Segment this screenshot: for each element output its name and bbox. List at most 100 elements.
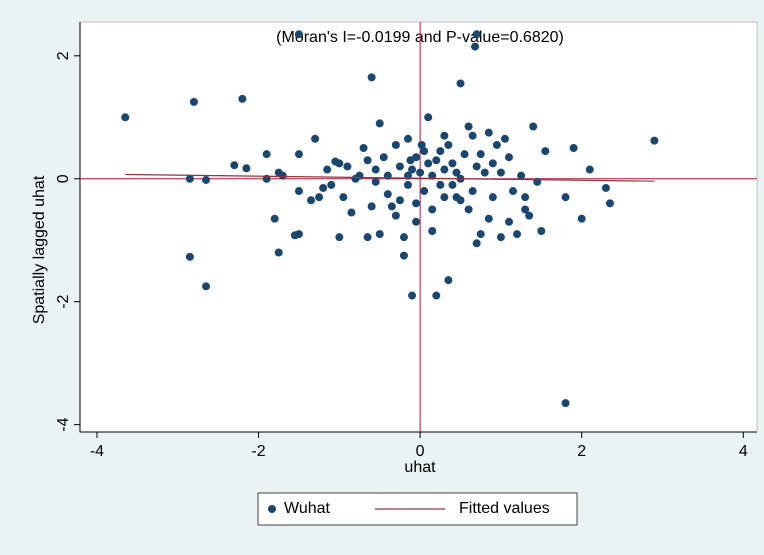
point [488, 193, 497, 202]
point [359, 144, 368, 153]
point [294, 150, 303, 159]
point [417, 140, 426, 149]
point [294, 30, 303, 39]
point [504, 217, 513, 226]
point [525, 211, 534, 220]
point [521, 193, 530, 202]
point [440, 193, 449, 202]
point [456, 196, 465, 205]
point [335, 159, 344, 168]
point [311, 134, 320, 143]
point [335, 233, 344, 242]
point [379, 153, 388, 162]
point [371, 177, 380, 186]
point [504, 153, 513, 162]
point [541, 147, 550, 156]
point [371, 165, 380, 174]
point [440, 131, 449, 140]
point [484, 128, 493, 137]
point [416, 168, 425, 177]
point [513, 230, 522, 239]
point [395, 162, 404, 171]
point [363, 156, 372, 165]
point [403, 180, 412, 189]
point [464, 205, 473, 214]
point [319, 183, 328, 192]
point [577, 214, 586, 223]
y-tick-label: 2 [55, 51, 72, 60]
point [399, 251, 408, 260]
point [471, 42, 480, 51]
y-tick-label: -4 [55, 417, 72, 431]
point [561, 193, 570, 202]
point [383, 171, 392, 180]
point [496, 233, 505, 242]
point [294, 230, 303, 239]
point [323, 165, 332, 174]
point [202, 282, 211, 291]
point [367, 202, 376, 211]
x-tick-label: -4 [90, 443, 104, 460]
point [436, 147, 445, 156]
point [472, 30, 481, 39]
point [412, 217, 421, 226]
point [492, 140, 501, 149]
point [476, 150, 485, 159]
point [440, 165, 449, 174]
point [294, 187, 303, 196]
legend-label: Fitted values [459, 500, 550, 517]
point [468, 131, 477, 140]
point [496, 168, 505, 177]
point [262, 150, 271, 159]
point [585, 165, 594, 174]
point [375, 119, 384, 128]
point [460, 150, 469, 159]
fitted-line [125, 173, 655, 182]
x-tick-label: 2 [577, 443, 586, 460]
point [408, 165, 417, 174]
point [391, 211, 400, 220]
point [408, 291, 417, 300]
point [412, 153, 421, 162]
point [488, 159, 497, 168]
point [509, 187, 518, 196]
point [436, 180, 445, 189]
point [444, 140, 453, 149]
point [307, 196, 316, 205]
point [500, 134, 509, 143]
point [484, 214, 493, 223]
y-tick-label: 0 [55, 174, 72, 183]
point [315, 193, 324, 202]
point [387, 202, 396, 211]
point [420, 147, 429, 156]
point [424, 159, 433, 168]
point [363, 233, 372, 242]
x-tick-label: 4 [739, 443, 748, 460]
point [428, 171, 437, 180]
point [476, 230, 485, 239]
point [412, 199, 421, 208]
point [432, 291, 441, 300]
point [278, 171, 287, 180]
point [185, 174, 194, 183]
point [230, 161, 239, 170]
point [605, 199, 614, 208]
point [517, 171, 526, 180]
point [383, 190, 392, 199]
x-axis-label: uhat [404, 459, 436, 476]
y-axis-label: Spatially lagged uhat [31, 175, 48, 324]
point [468, 187, 477, 196]
point [537, 226, 546, 235]
point [242, 164, 251, 173]
point [121, 113, 130, 122]
y-tick-label: -2 [55, 294, 72, 308]
point [367, 73, 376, 82]
point [424, 113, 433, 122]
point [533, 177, 542, 186]
point [391, 140, 400, 149]
point [464, 122, 473, 131]
point [448, 180, 457, 189]
point [650, 136, 659, 145]
point [238, 94, 247, 103]
